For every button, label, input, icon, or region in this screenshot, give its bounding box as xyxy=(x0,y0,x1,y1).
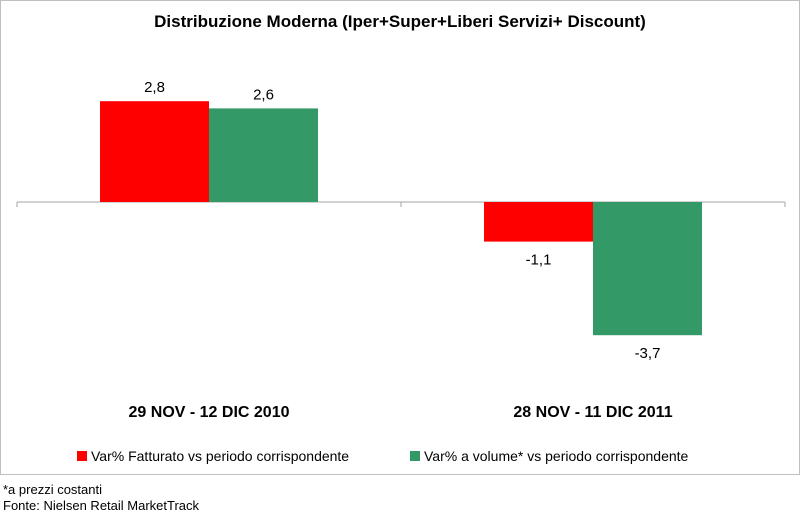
data-label-s1-c2: -1,1 xyxy=(526,252,552,269)
bar-s2-c2 xyxy=(593,202,702,336)
legend-label-1: Var% Fatturato vs periodo corrispondente xyxy=(91,448,349,464)
plot-area: 2,8 2,6 29 NOV - 12 DIC 2010 -1,1 -3,7 28 NOV… xyxy=(16,79,786,421)
data-label-s2-c2: -3,7 xyxy=(635,345,661,362)
legend-swatch-2 xyxy=(410,451,420,461)
category-label-1: 29 NOV - 12 DIC 2010 xyxy=(129,404,290,421)
bar-s1-c2 xyxy=(484,202,593,242)
bar-s2-c1 xyxy=(209,108,318,202)
footnote-note: *a prezzi costanti xyxy=(3,482,102,497)
legend-swatch-1 xyxy=(77,451,87,461)
data-label-s2-c1: 2,6 xyxy=(253,86,274,103)
legend-label-2: Var% a volume* vs periodo corrispondente xyxy=(424,448,689,464)
footnote-source: Fonte: Nielsen Retail MarketTrack xyxy=(3,498,200,513)
legend: Var% Fatturato vs periodo corrispondente… xyxy=(77,448,689,464)
data-label-s1-c1: 2,8 xyxy=(144,79,165,96)
bar-s1-c1 xyxy=(100,101,209,202)
chart-title: Distribuzione Moderna (Iper+Super+Liberi… xyxy=(154,12,646,31)
category-label-2: 28 NOV - 11 DIC 2011 xyxy=(513,404,672,421)
